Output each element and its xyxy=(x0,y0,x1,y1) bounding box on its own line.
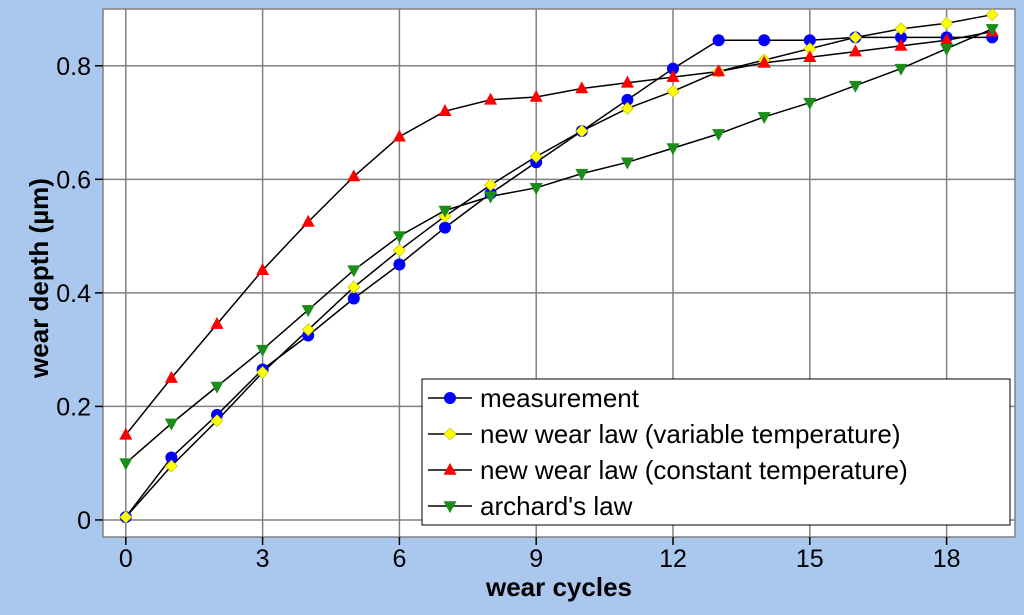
y-tick-label: 0 xyxy=(77,507,91,535)
legend-marker xyxy=(444,392,456,404)
data-point xyxy=(712,34,725,47)
series-lines xyxy=(125,13,993,518)
data-point xyxy=(301,305,315,318)
data-point xyxy=(256,365,270,379)
data-point xyxy=(620,157,634,170)
data-point xyxy=(164,370,178,383)
data-point xyxy=(757,112,771,124)
legend-label: measurement xyxy=(480,383,640,413)
data-point xyxy=(393,258,406,271)
data-point xyxy=(484,178,498,192)
y-axis-ticks: 0 0.2 0.4 0.6 0.8 xyxy=(56,53,103,535)
legend: measurement new wear law (variable temper… xyxy=(421,378,1011,526)
data-point xyxy=(985,8,999,22)
legend-box xyxy=(421,378,1011,526)
data-point xyxy=(620,101,634,115)
data-point xyxy=(301,323,315,337)
x-axis-title: wear cycles xyxy=(485,572,632,602)
data-point xyxy=(848,44,862,57)
legend-label: new wear law (constant temperature) xyxy=(480,455,908,485)
data-point xyxy=(210,381,224,394)
data-point xyxy=(803,97,817,110)
plot-frame xyxy=(102,8,1016,538)
x-axis-ticks: 0 3 6 9 12 15 18 xyxy=(119,537,961,573)
data-point xyxy=(529,150,543,164)
series-line xyxy=(125,30,993,436)
data-point xyxy=(666,70,680,82)
data-point xyxy=(712,64,726,77)
data-point xyxy=(164,459,178,473)
y-tick-label: 0.8 xyxy=(56,53,91,81)
data-point xyxy=(392,231,406,244)
x-tick-label: 6 xyxy=(392,545,406,573)
data-point xyxy=(301,214,315,227)
data-point xyxy=(347,265,361,278)
data-point xyxy=(940,43,954,56)
data-point xyxy=(575,81,589,94)
data-point xyxy=(438,205,452,218)
data-point xyxy=(848,30,862,44)
data-point xyxy=(985,24,999,36)
data-point xyxy=(894,38,908,51)
data-point xyxy=(529,183,543,195)
series-line xyxy=(125,28,993,464)
data-point xyxy=(438,104,452,116)
data-point xyxy=(529,89,543,102)
data-point xyxy=(620,75,634,88)
data-point xyxy=(894,63,908,76)
data-point xyxy=(484,92,498,105)
data-point xyxy=(666,143,680,156)
data-point xyxy=(347,169,361,182)
data-point xyxy=(119,510,133,524)
x-tick-label: 9 xyxy=(529,545,543,573)
legend-label: new wear law (variable temperature) xyxy=(480,419,901,449)
y-tick-label: 0.6 xyxy=(56,166,91,194)
data-point xyxy=(803,50,817,63)
x-tick-label: 3 xyxy=(256,545,270,573)
data-point xyxy=(256,263,270,275)
data-point xyxy=(666,84,680,98)
data-point xyxy=(758,34,771,47)
series-markers xyxy=(119,8,999,524)
series-line xyxy=(125,36,993,518)
data-point xyxy=(484,191,498,204)
data-point xyxy=(210,316,224,329)
legend-marker xyxy=(443,427,457,441)
x-tick-label: 15 xyxy=(796,545,824,573)
legend-label: archard's law xyxy=(480,491,633,521)
data-point xyxy=(712,129,726,142)
data-point xyxy=(757,55,771,68)
x-tick-label: 0 xyxy=(119,545,133,573)
data-point xyxy=(256,344,270,357)
data-point xyxy=(347,280,361,294)
data-point xyxy=(575,168,589,181)
legend-marker xyxy=(443,501,457,514)
series-line xyxy=(125,13,993,518)
y-tick-label: 0.4 xyxy=(56,280,91,308)
legend-marker xyxy=(443,462,457,475)
data-point xyxy=(119,458,133,471)
data-point xyxy=(848,80,862,93)
y-axis-title: wear depth (µm) xyxy=(24,178,54,379)
y-tick-label: 0.2 xyxy=(56,393,91,421)
data-point xyxy=(392,243,406,257)
data-point xyxy=(894,22,908,36)
data-point xyxy=(119,427,133,440)
x-tick-label: 18 xyxy=(933,545,961,573)
data-point xyxy=(347,292,360,305)
data-point xyxy=(439,221,451,234)
x-tick-label: 12 xyxy=(659,545,687,573)
data-point xyxy=(210,414,224,428)
data-point xyxy=(575,124,589,138)
data-point xyxy=(164,418,178,431)
data-point xyxy=(392,129,406,142)
data-point xyxy=(940,16,954,30)
